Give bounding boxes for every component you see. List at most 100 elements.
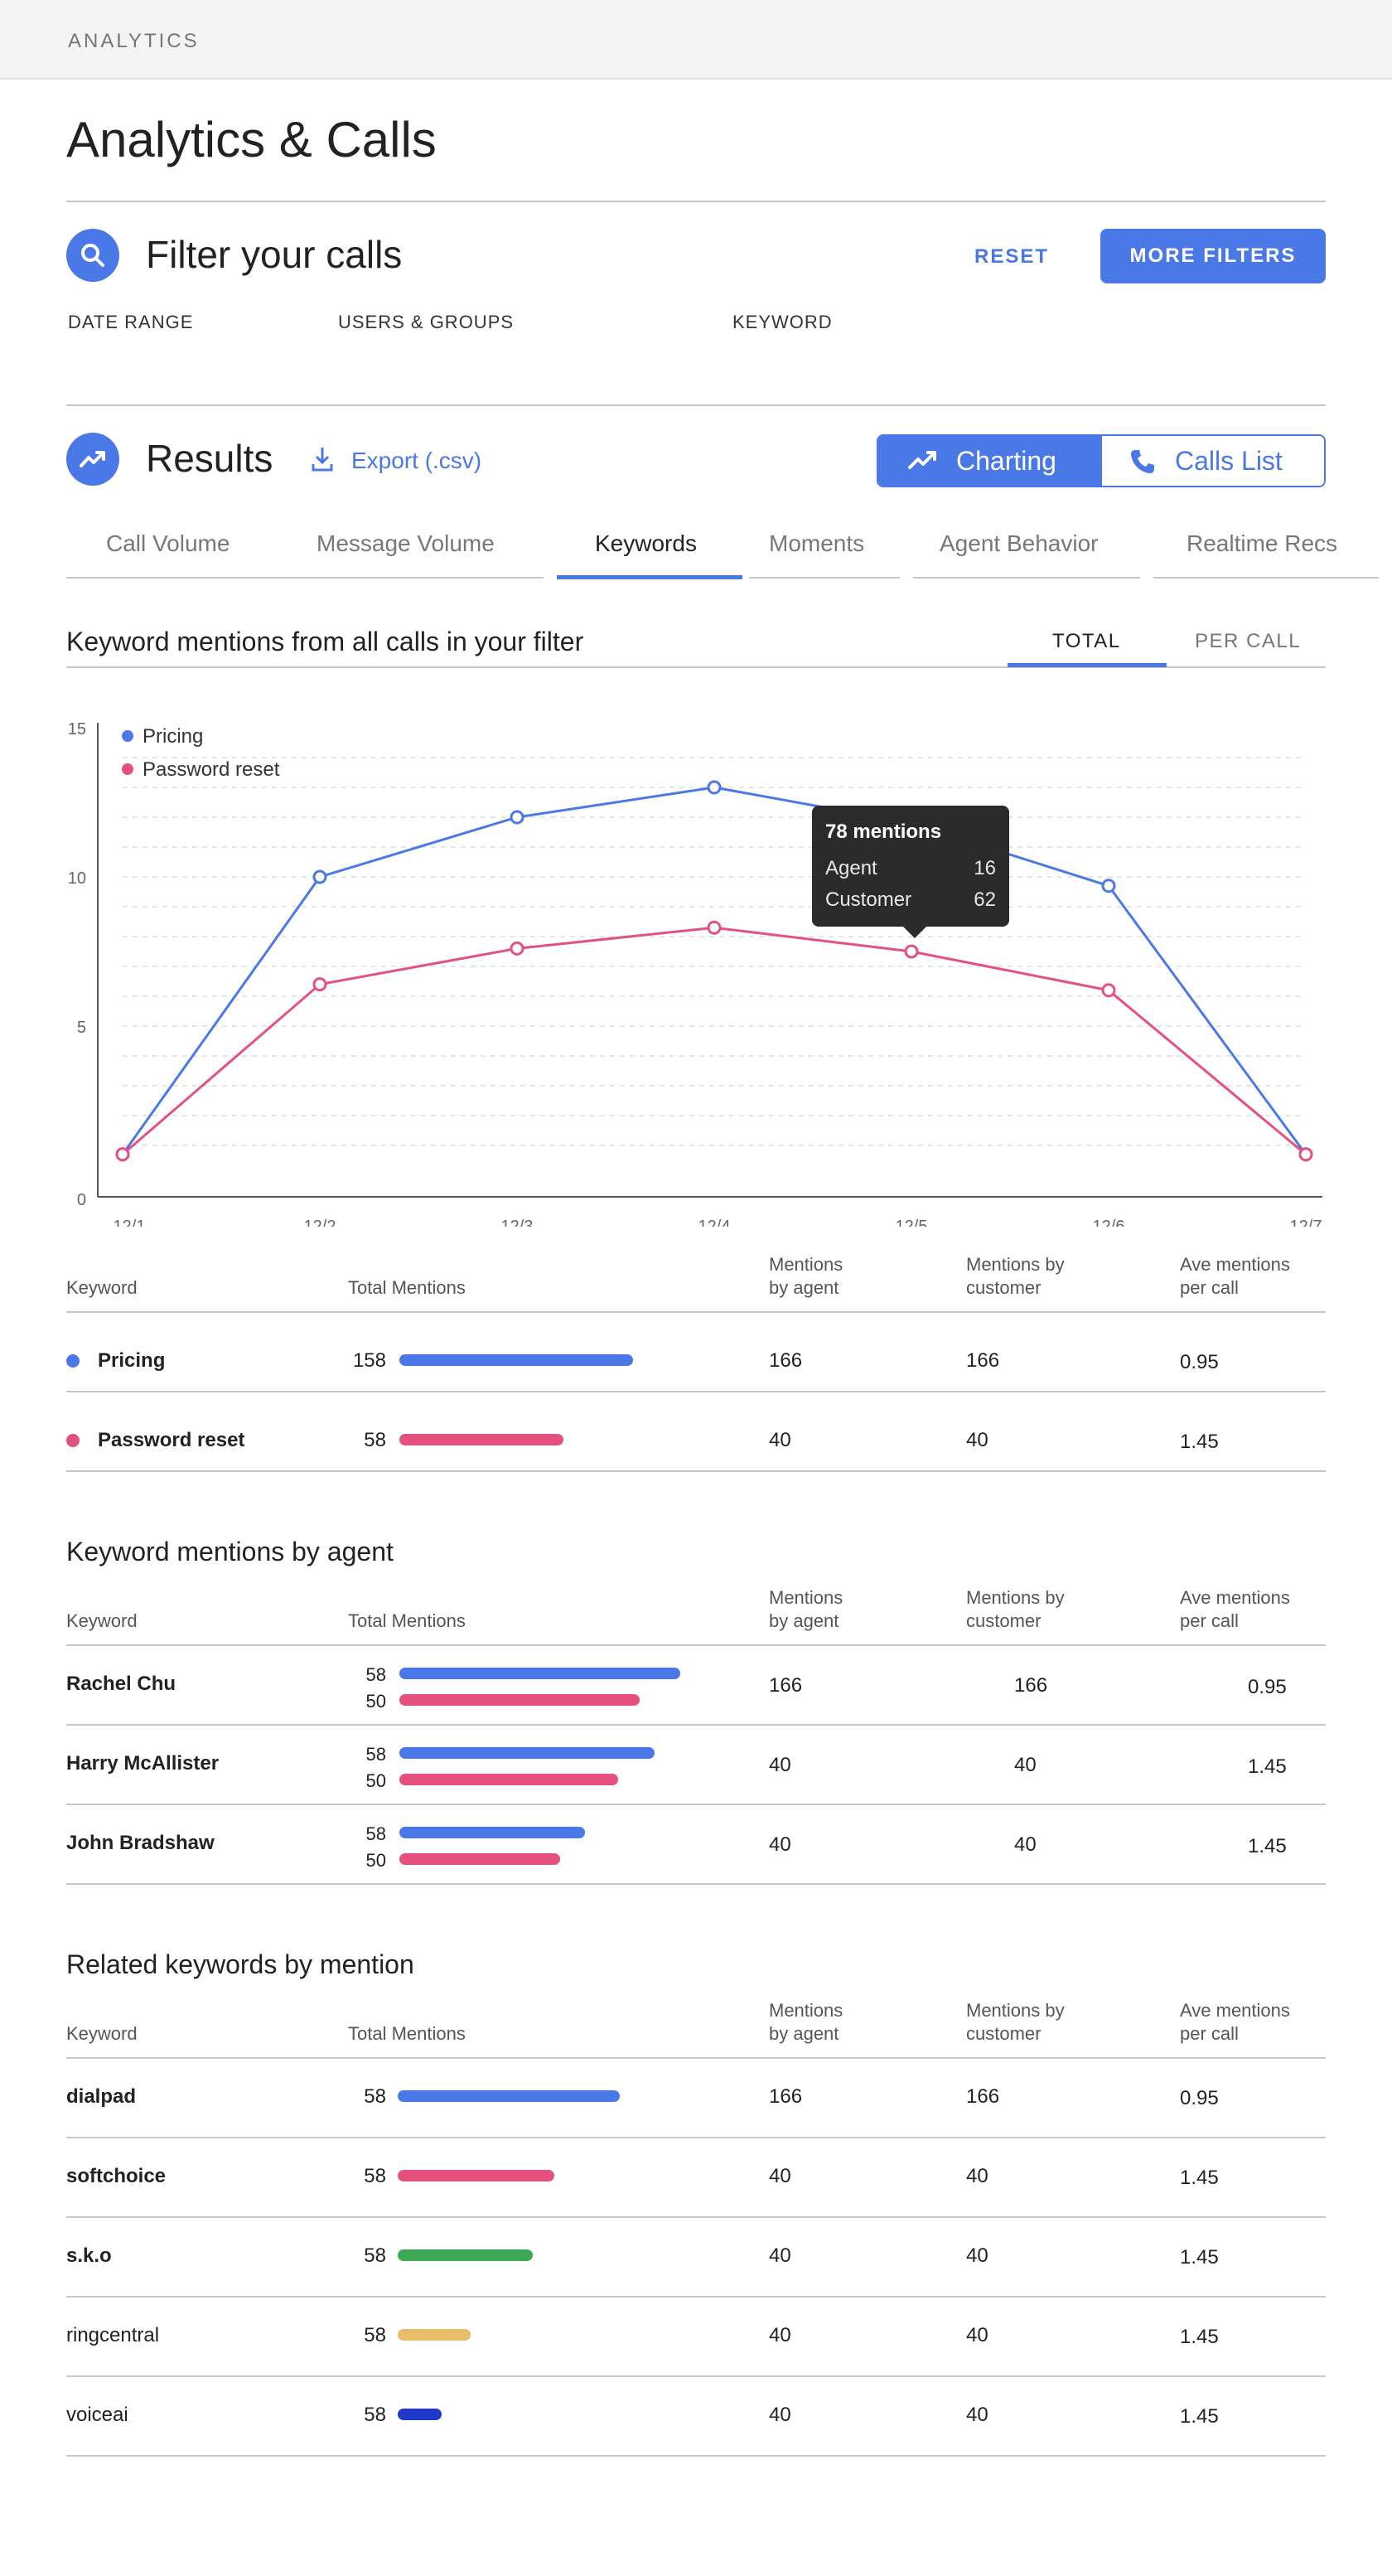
divider [66, 404, 1326, 406]
total-mentions: 58 [364, 2244, 386, 2267]
agent-name[interactable]: John Bradshaw [66, 1832, 215, 1854]
x-tick-label: 12/5 [896, 1218, 928, 1227]
users-groups-filter[interactable]: USERS & GROUPS [338, 312, 515, 332]
col-header-ave-line2: per call [1180, 1610, 1239, 1631]
mentions-bar [398, 2170, 555, 2181]
divider [66, 666, 1326, 668]
mentions-by-agent: 40 [769, 2324, 791, 2346]
y-tick-label: 15 [68, 720, 86, 738]
col-header-agent-line2: by agent [769, 1610, 839, 1631]
mentions-by-agent: 40 [769, 2244, 791, 2267]
ave-mentions: 0.95 [1180, 2087, 1219, 2109]
col-header-total: Total Mentions [348, 2023, 466, 2044]
col-header-agent: Mentions by agent [769, 1253, 843, 1300]
ave-mentions: 1.45 [1180, 2405, 1219, 2428]
row-divider [66, 2296, 1326, 2298]
total-mentions: 58 [364, 2404, 386, 2426]
row-divider [66, 2455, 1326, 2457]
y-tick-label: 10 [68, 869, 86, 888]
tab-moments[interactable]: Moments [769, 530, 865, 556]
tooltip-customer-label: Customer [825, 889, 912, 911]
x-tick-label: 12/3 [501, 1218, 534, 1227]
charting-toggle[interactable]: Charting [878, 436, 1102, 486]
related-keyword[interactable]: ringcentral [66, 2324, 160, 2346]
mentions-by-customer: 166 [966, 1349, 1000, 1372]
calls-list-toggle[interactable]: Calls List [1102, 436, 1324, 486]
data-point [312, 869, 327, 884]
data-point [115, 1147, 130, 1162]
mentions-by-customer: 40 [966, 2404, 988, 2426]
mode-total[interactable]: TOTAL [1052, 630, 1121, 652]
y-tick-label: 0 [77, 1191, 86, 1209]
col-header-customer-line2: customer [966, 2023, 1042, 2044]
data-point [1101, 983, 1116, 998]
trending-up-icon [908, 451, 936, 469]
more-filters-button[interactable]: MORE FILTERS [1100, 229, 1326, 283]
total-mentions-1: 58 [365, 1744, 386, 1765]
tab-agent-behavior[interactable]: Agent Behavior [940, 530, 1099, 556]
agent-name[interactable]: Harry McAllister [66, 1752, 220, 1775]
total-mentions-1: 58 [365, 1823, 386, 1844]
mentions-by-agent: 166 [769, 2085, 803, 2108]
mode-per-call[interactable]: PER CALL [1195, 630, 1302, 652]
series-line-password-reset [122, 926, 1307, 1155]
ave-mentions: 1.45 [1248, 1755, 1287, 1778]
tooltip-customer-value: 62 [974, 889, 996, 911]
tab-underline-active [557, 575, 742, 579]
top-bar: ANALYTICS [0, 0, 1392, 80]
total-mentions: 58 [364, 2324, 386, 2346]
tab-underline [913, 577, 1140, 579]
tab-realtime-recs[interactable]: Realtime Recs [1187, 530, 1338, 556]
charting-label: Charting [956, 446, 1056, 476]
ave-mentions: 1.45 [1180, 2246, 1219, 2269]
data-point [1298, 1147, 1313, 1162]
keyword-filter[interactable]: KEYWORD [732, 312, 833, 332]
reset-button[interactable]: RESET [974, 245, 1050, 268]
legend-swatch [122, 763, 133, 775]
col-header-customer-line1: Mentions by [966, 2000, 1065, 2021]
x-tick-label: 12/6 [1093, 1218, 1125, 1227]
agent-name[interactable]: Rachel Chu [66, 1673, 176, 1695]
tab-keywords[interactable]: Keywords [595, 530, 697, 556]
col-header-ave-line2: per call [1180, 1277, 1239, 1298]
date-range-filter[interactable]: DATE RANGE [68, 312, 194, 332]
total-mentions-1: 58 [365, 1664, 386, 1685]
mentions-bar [398, 2409, 442, 2420]
col-header-customer: Mentions by customer [966, 1253, 1065, 1300]
mentions-by-agent: 40 [769, 1833, 791, 1856]
col-header-ave-line1: Ave mentions [1180, 1254, 1290, 1275]
mentions-by-agent: 40 [769, 1754, 791, 1776]
col-header-agent-line2: by agent [769, 1277, 839, 1298]
mentions-by-customer: 40 [966, 2244, 988, 2267]
tab-message-volume[interactable]: Message Volume [317, 530, 495, 556]
related-keyword[interactable]: voiceai [66, 2404, 128, 2426]
ave-mentions: 1.45 [1180, 2326, 1219, 2348]
col-header-customer: Mentions by customer [966, 1586, 1065, 1633]
mentions-by-customer: 40 [1014, 1833, 1037, 1856]
filter-title: Filter your calls [146, 233, 403, 276]
row-divider [66, 1644, 1326, 1646]
related-keyword[interactable]: dialpad [66, 2085, 137, 2108]
download-icon[interactable] [312, 446, 333, 472]
mentions-bar-password-reset [399, 1694, 640, 1706]
ave-mentions: 1.45 [1248, 1835, 1287, 1857]
col-header-agent-line1: Mentions [769, 1587, 843, 1608]
mentions-by-agent: 40 [769, 2165, 791, 2187]
tooltip-title: 78 mentions [825, 821, 942, 843]
col-header-agent-line2: by agent [769, 2023, 839, 2044]
keyword-name: Pricing [98, 1349, 166, 1372]
related-keyword[interactable]: softchoice [66, 2165, 167, 2187]
export-csv-link[interactable]: Export (.csv) [351, 448, 482, 473]
col-header-agent: Mentions by agent [769, 1586, 843, 1633]
row-divider [66, 1883, 1326, 1885]
mentions-by-customer: 40 [966, 2165, 988, 2187]
row-divider [66, 2057, 1326, 2059]
related-keyword[interactable]: s.k.o [66, 2244, 112, 2267]
row-divider [66, 1804, 1326, 1805]
related-section-title: Related keywords by mention [66, 1949, 414, 1979]
chart-title: Keyword mentions from all calls in your … [66, 627, 584, 656]
col-header-ave: Ave mentions per call [1180, 1586, 1290, 1633]
tab-call-volume[interactable]: Call Volume [106, 530, 230, 556]
mentions-by-agent: 166 [769, 1674, 803, 1697]
total-mentions: 58 [364, 1429, 386, 1451]
